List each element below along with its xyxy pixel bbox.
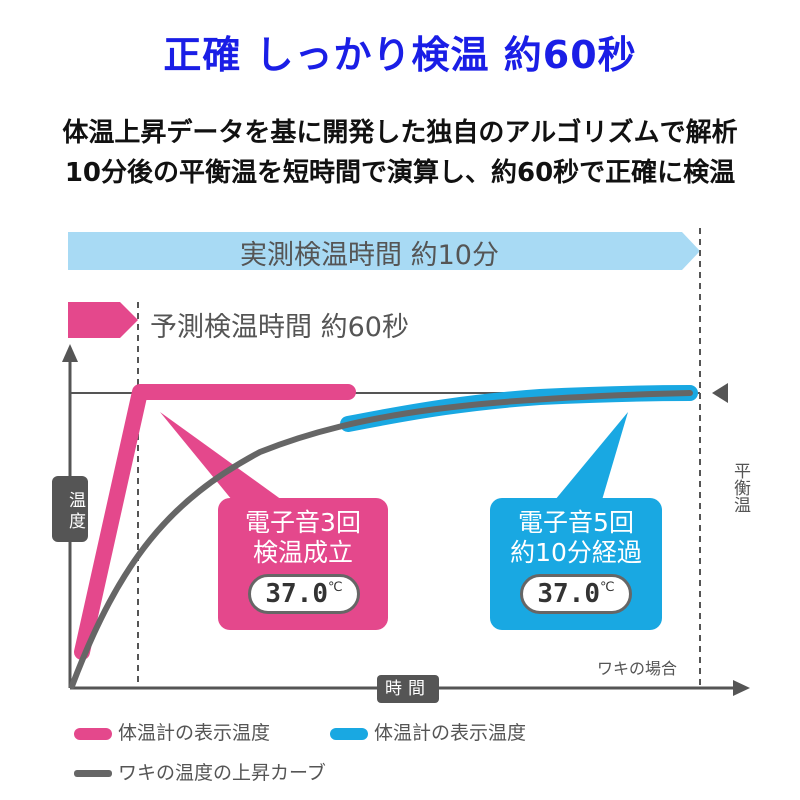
actual-status-text: 約10分経過 xyxy=(510,538,642,567)
actual-reading: 37.0 xyxy=(537,579,600,609)
subtitle-line-1: 体温上昇データを基に開発した独自のアルゴリズムで解析 xyxy=(62,118,738,148)
actual-time-label: 実測検温時間 約10分 xyxy=(240,240,499,271)
armpit-note: ワキの場合 xyxy=(597,659,678,678)
y-axis-arrowhead xyxy=(62,344,78,362)
blue-display-line xyxy=(340,385,698,432)
pink-display-line xyxy=(74,384,356,660)
x-axis-label: 時間 xyxy=(377,675,439,703)
blue-callout-pointer xyxy=(555,412,628,500)
equilibrium-label: 平衡温 xyxy=(730,462,750,513)
equilibrium-marker xyxy=(712,383,728,403)
legend-pink-swatch xyxy=(74,727,112,740)
actual-time-arrow xyxy=(68,232,700,270)
actual-beep-text: 電子音5回 xyxy=(518,508,634,537)
predict-beep-text: 電子音3回 xyxy=(245,508,361,537)
predict-unit: ℃ xyxy=(328,580,343,595)
pink-callout-pointer xyxy=(160,412,282,500)
armpit-temp-curve xyxy=(69,390,693,689)
legend-gray-label: ワキの温度の上昇カーブ xyxy=(118,762,326,784)
legend-pink: 体温計の表示温度 xyxy=(74,718,270,745)
legend-gray: ワキの温度の上昇カーブ xyxy=(74,758,326,785)
actual-result-box: 電子音5回 約10分経過 37.0℃ xyxy=(490,498,662,630)
y-axis-label: 温度 xyxy=(52,476,88,542)
x-axis-arrowhead xyxy=(733,680,750,696)
predict-lcd-display: 37.0℃ xyxy=(248,574,360,614)
predict-time-label: 予測検温時間 約60秒 xyxy=(150,312,409,343)
actual-lcd-display: 37.0℃ xyxy=(520,574,632,614)
legend-blue-label: 体温計の表示温度 xyxy=(374,722,527,744)
actual-unit: ℃ xyxy=(600,580,615,595)
legend-blue-swatch xyxy=(330,727,368,740)
legend-gray-swatch xyxy=(74,770,112,777)
predict-result-box: 電子音3回 検温成立 37.0℃ xyxy=(218,498,388,630)
legend-pink-label: 体温計の表示温度 xyxy=(118,722,271,744)
predict-status-text: 検温成立 xyxy=(252,538,353,567)
subtitle-line-2: 10分後の平衡温を短時間で演算し、約60秒で正確に検温 xyxy=(64,158,736,188)
predict-reading: 37.0 xyxy=(265,579,328,609)
legend-blue: 体温計の表示温度 xyxy=(330,718,526,745)
predict-time-arrow xyxy=(68,302,138,338)
page-title: 正確 しっかり検温 約60秒 xyxy=(163,33,637,77)
